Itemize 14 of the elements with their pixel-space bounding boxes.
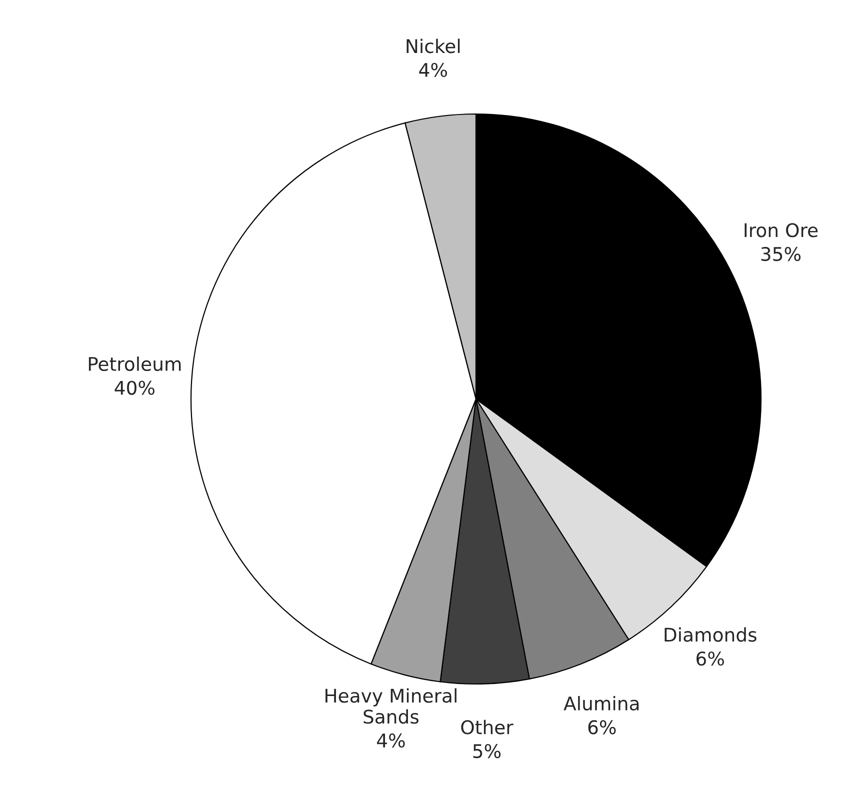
slice-label: Other [461, 720, 514, 734]
data-label: 35% [761, 246, 801, 262]
data-label: 5% [473, 744, 501, 758]
data-label: 4% [419, 62, 447, 78]
data-label: 6% [696, 651, 724, 666]
data-label: 6% [588, 720, 616, 734]
slice-label: Alumina [564, 696, 639, 710]
data-label: 40% [114, 380, 154, 395]
slice-label: Nickel [406, 38, 460, 54]
slice-label: Iron Ore [744, 223, 818, 238]
slice-label: Petroleum [88, 356, 181, 372]
data-label: 4% [376, 733, 405, 748]
slice-label: Heavy Mineral Sands [326, 688, 456, 724]
slice-label: Diamonds [664, 627, 756, 642]
